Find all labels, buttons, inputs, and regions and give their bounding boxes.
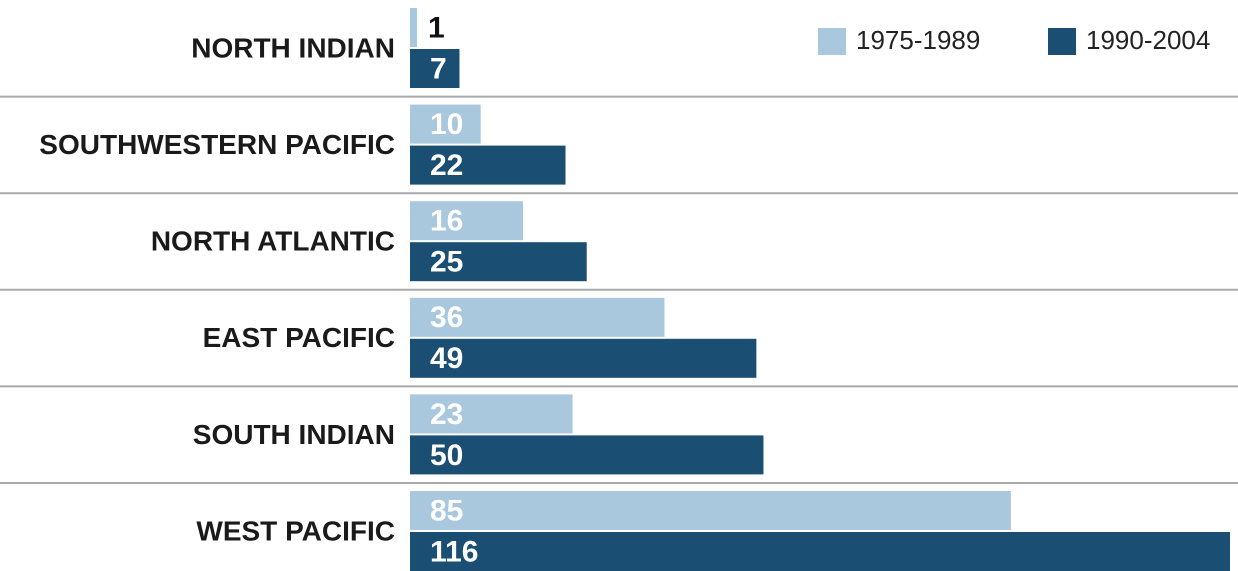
legend-label: 1975-1989 (856, 25, 980, 55)
value-label: 1 (428, 11, 445, 44)
value-label: 36 (430, 301, 463, 334)
value-label: 7 (430, 52, 447, 85)
bar (410, 145, 566, 185)
bar (410, 297, 665, 337)
value-label: 22 (430, 149, 463, 182)
category-label: WEST PACIFIC (196, 515, 395, 546)
legend-label: 1990-2004 (1086, 25, 1210, 55)
value-label: 85 (430, 494, 463, 527)
legend-swatch (818, 28, 846, 55)
category-label: EAST PACIFIC (203, 322, 395, 353)
category-label: NORTH ATLANTIC (151, 226, 395, 257)
category-label: NORTH INDIAN (191, 32, 395, 63)
bar (410, 242, 587, 282)
value-label: 116 (430, 535, 478, 568)
bar (410, 49, 460, 88)
bar (410, 491, 1011, 530)
legend-swatch (1048, 28, 1076, 55)
category-label: SOUTH INDIAN (193, 419, 395, 450)
bar (410, 8, 418, 47)
category-label: SOUTHWESTERN PACIFIC (39, 129, 395, 160)
bar (410, 394, 573, 434)
value-label: 16 (430, 205, 463, 238)
bar (410, 435, 764, 475)
bar (410, 104, 481, 144)
value-label: 10 (430, 108, 463, 141)
value-label: 50 (430, 439, 463, 472)
value-label: 49 (430, 342, 463, 375)
value-label: 23 (430, 398, 463, 431)
bar (410, 201, 524, 241)
value-label: 25 (430, 246, 463, 279)
bar (410, 532, 1230, 571)
bar (410, 338, 757, 378)
